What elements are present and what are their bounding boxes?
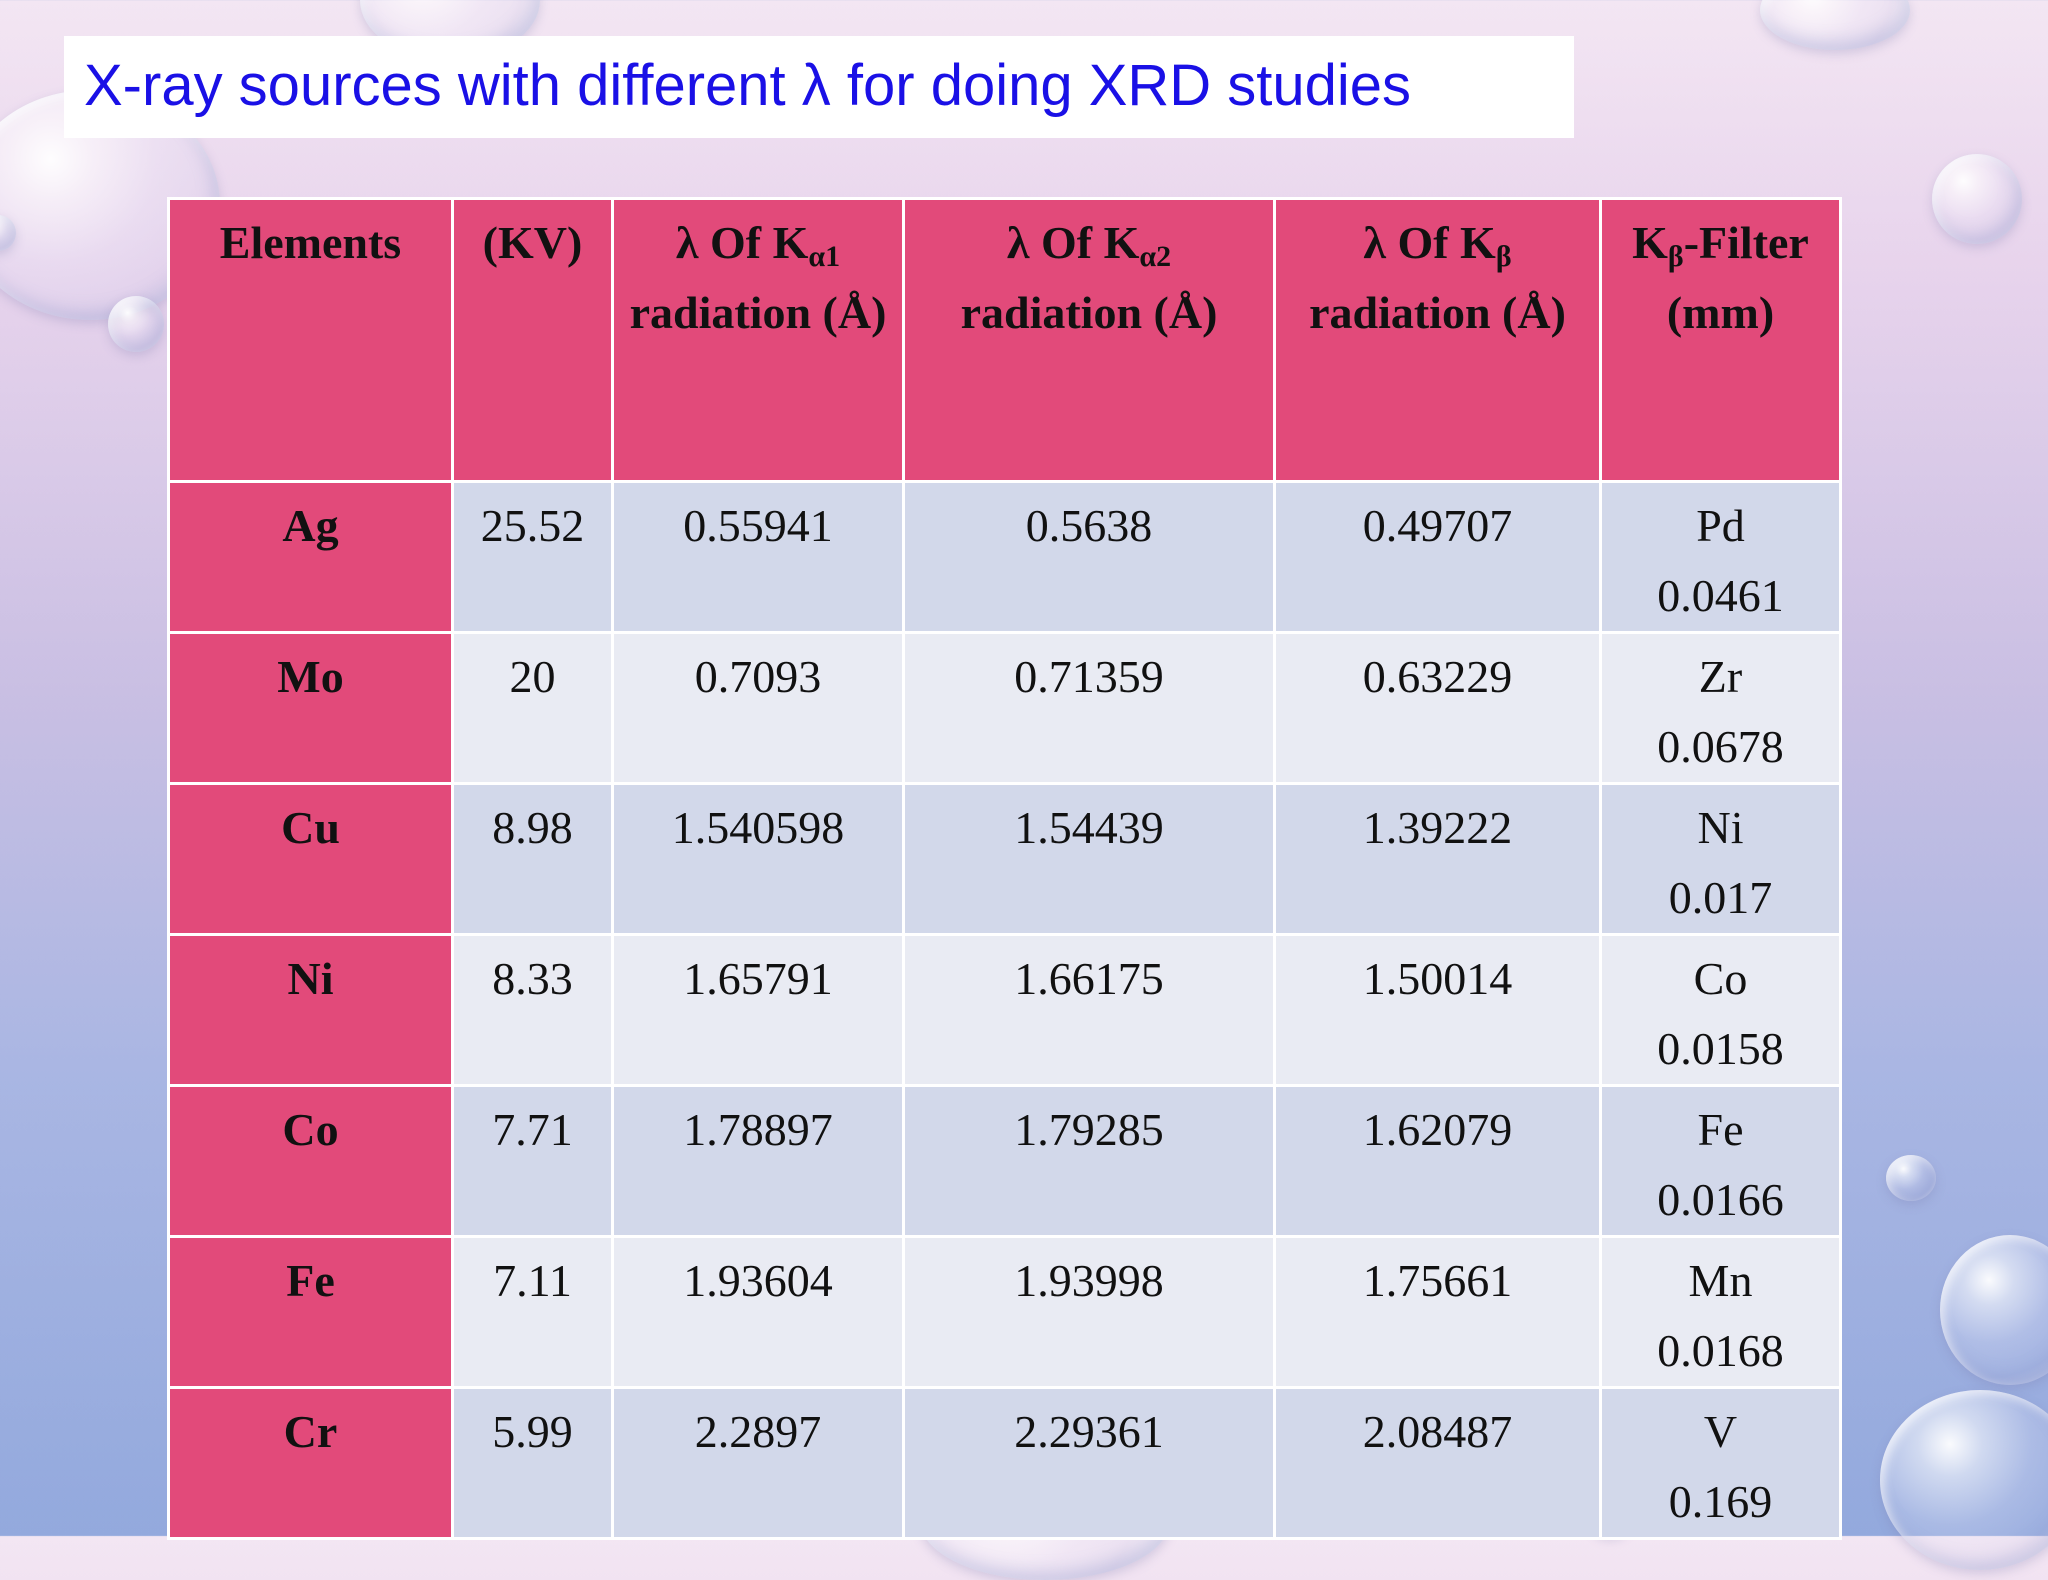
header-ka2: λ Of Kα2 radiation (Å) xyxy=(902,197,1276,483)
filter-element: Fe xyxy=(1697,1104,1744,1155)
filter-thickness: 0.169 xyxy=(1668,1476,1773,1527)
filter-element: V xyxy=(1703,1406,1738,1457)
ka2-cell: 1.66175 xyxy=(902,933,1276,1087)
kb-cell: 1.50014 xyxy=(1273,933,1602,1087)
water-droplet-decoration xyxy=(0,215,16,251)
header-elements: Elements xyxy=(167,197,454,483)
kb-cell: 0.63229 xyxy=(1273,631,1602,785)
kv-cell: 7.71 xyxy=(451,1084,614,1238)
water-droplet-decoration xyxy=(1880,1390,2048,1570)
data-table: Elements (KV) λ Of Kα1 radiation (Å) λ O… xyxy=(167,197,1842,1540)
ka1-cell: 0.7093 xyxy=(611,631,905,785)
filter-thickness: 0.0168 xyxy=(1657,1325,1784,1376)
ka1-cell: 1.78897 xyxy=(611,1084,905,1238)
table-row: Ag 25.52 0.55941 0.5638 0.49707 Pd 0.0461 xyxy=(167,480,1842,634)
filter-element: Ni xyxy=(1697,802,1744,853)
water-droplet-decoration xyxy=(1940,1235,2048,1385)
filter-element: Mn xyxy=(1688,1255,1753,1306)
ka2-cell: 0.71359 xyxy=(902,631,1276,785)
ka2-cell: 2.29361 xyxy=(902,1386,1276,1540)
header-kb: λ Of Kβ radiation (Å) xyxy=(1273,197,1602,483)
ka1-cell: 1.93604 xyxy=(611,1235,905,1389)
filter-cell: Fe 0.0166 xyxy=(1599,1084,1842,1238)
table-row: Co 7.71 1.78897 1.79285 1.62079 Fe 0.0166 xyxy=(167,1084,1842,1238)
water-droplet-decoration xyxy=(1932,154,2022,244)
kv-cell: 20 xyxy=(451,631,614,785)
kv-cell: 7.11 xyxy=(451,1235,614,1389)
kb-cell: 2.08487 xyxy=(1273,1386,1602,1540)
kb-cell: 1.62079 xyxy=(1273,1084,1602,1238)
header-kv: (KV) xyxy=(451,197,614,483)
element-cell: Cr xyxy=(167,1386,454,1540)
table-row: Ni 8.33 1.65791 1.66175 1.50014 Co 0.0158 xyxy=(167,933,1842,1087)
filter-element: Zr xyxy=(1698,651,1743,702)
water-droplet-decoration xyxy=(1886,1155,1936,1201)
kv-cell: 8.98 xyxy=(451,782,614,936)
ka1-cell: 1.65791 xyxy=(611,933,905,1087)
filter-thickness: 0.0461 xyxy=(1657,570,1784,621)
filter-cell: Zr 0.0678 xyxy=(1599,631,1842,785)
filter-cell: Pd 0.0461 xyxy=(1599,480,1842,634)
water-droplet-decoration xyxy=(1760,0,1910,50)
ka2-cell: 1.54439 xyxy=(902,782,1276,936)
ka2-cell: 1.93998 xyxy=(902,1235,1276,1389)
filter-cell: V 0.169 xyxy=(1599,1386,1842,1540)
kv-cell: 5.99 xyxy=(451,1386,614,1540)
element-cell: Cu xyxy=(167,782,454,936)
kb-cell: 1.39222 xyxy=(1273,782,1602,936)
filter-element: Co xyxy=(1693,953,1748,1004)
element-cell: Ni xyxy=(167,933,454,1087)
filter-thickness: 0.0678 xyxy=(1657,721,1784,772)
header-filter: Kβ-Filter (mm) xyxy=(1599,197,1842,483)
filter-cell: Co 0.0158 xyxy=(1599,933,1842,1087)
kb-cell: 1.75661 xyxy=(1273,1235,1602,1389)
water-droplet-decoration xyxy=(108,296,164,352)
slide-title: X-ray sources with different λ for doing… xyxy=(84,53,1412,118)
filter-cell: Mn 0.0168 xyxy=(1599,1235,1842,1389)
filter-thickness: 0.017 xyxy=(1668,872,1773,923)
xray-sources-table: Elements (KV) λ Of Kα1 radiation (Å) λ O… xyxy=(167,197,1842,1540)
table-row: Mo 20 0.7093 0.71359 0.63229 Zr 0.0678 xyxy=(167,631,1842,785)
ka1-cell: 1.540598 xyxy=(611,782,905,936)
element-cell: Co xyxy=(167,1084,454,1238)
filter-thickness: 0.0166 xyxy=(1657,1174,1784,1225)
table-row: Cr 5.99 2.2897 2.29361 2.08487 V 0.169 xyxy=(167,1386,1842,1540)
filter-thickness: 0.0158 xyxy=(1657,1023,1784,1074)
filter-cell: Ni 0.017 xyxy=(1599,782,1842,936)
element-cell: Mo xyxy=(167,631,454,785)
ka1-cell: 2.2897 xyxy=(611,1386,905,1540)
header-ka1: λ Of Kα1 radiation (Å) xyxy=(611,197,905,483)
element-cell: Fe xyxy=(167,1235,454,1389)
ka2-cell: 0.5638 xyxy=(902,480,1276,634)
table-row: Cu 8.98 1.540598 1.54439 1.39222 Ni 0.017 xyxy=(167,782,1842,936)
element-cell: Ag xyxy=(167,480,454,634)
header-row: Elements (KV) λ Of Kα1 radiation (Å) λ O… xyxy=(167,197,1842,483)
ka1-cell: 0.55941 xyxy=(611,480,905,634)
table-row: Fe 7.11 1.93604 1.93998 1.75661 Mn 0.0168 xyxy=(167,1235,1842,1389)
kb-cell: 0.49707 xyxy=(1273,480,1602,634)
kv-cell: 25.52 xyxy=(451,480,614,634)
title-box: X-ray sources with different λ for doing… xyxy=(64,36,1574,138)
filter-element: Pd xyxy=(1696,500,1745,551)
kv-cell: 8.33 xyxy=(451,933,614,1087)
ka2-cell: 1.79285 xyxy=(902,1084,1276,1238)
